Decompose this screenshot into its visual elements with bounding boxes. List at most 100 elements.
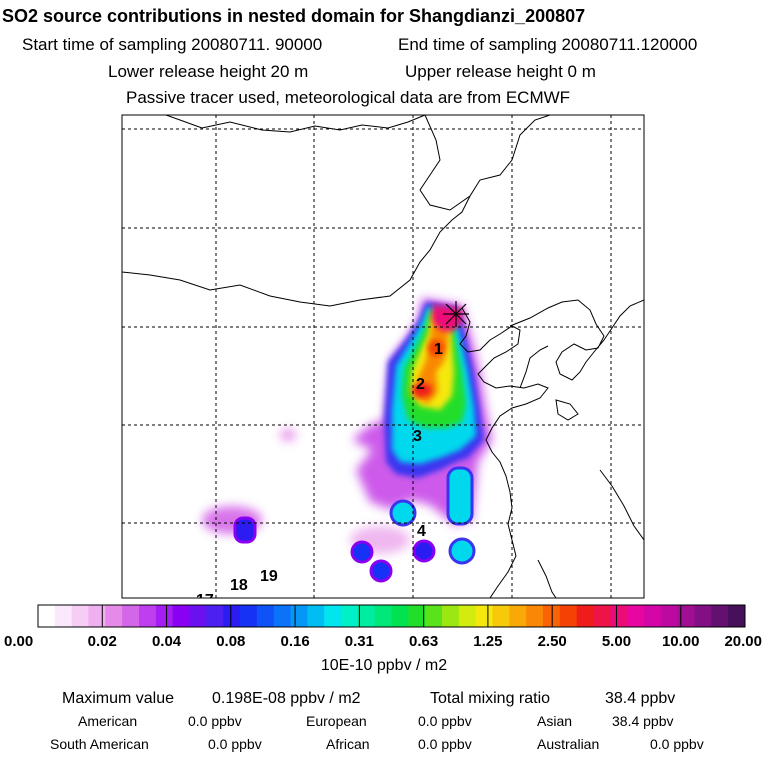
colorbar-swatch	[240, 605, 258, 627]
colorbar-swatch	[223, 605, 241, 627]
colorbar-swatch	[206, 605, 224, 627]
colorbar-tick-label: 0.63	[409, 633, 438, 650]
colorbar-ticks: 0.00 0.02 0.04 0.08 0.16 0.31 0.63 1.25 2.50 5.00…	[4, 605, 762, 650]
plume-orange	[414, 314, 448, 404]
colorbar-swatch	[71, 605, 89, 627]
tracer-note: Passive tracer used, meteorological data…	[126, 88, 570, 107]
colorbar-swatch	[559, 605, 578, 627]
region-asian-value: 38.4 ppbv	[612, 713, 674, 729]
colorbar-swatch	[189, 605, 207, 627]
colorbar-swatch	[492, 605, 510, 627]
colorbar-swatch	[425, 605, 443, 627]
plume-blob-a	[389, 499, 417, 527]
region-label: 1	[434, 341, 443, 358]
lower-release-text: Lower release height 20 m	[108, 62, 308, 81]
colorbar-swatch	[543, 605, 561, 627]
region-south-american-value: 0.0 ppbv	[208, 736, 262, 752]
start-time-text: Start time of sampling 20080711. 90000	[22, 35, 322, 54]
colorbar-swatch	[307, 605, 325, 627]
colorbar-swatch	[610, 605, 628, 627]
colorbar-swatch	[155, 605, 174, 627]
colorbar-unit: 10E-10 ppbv / m2	[321, 657, 447, 674]
colorbar-swatch	[576, 605, 594, 627]
colorbar-tick-label: 0.00	[4, 633, 33, 650]
region-american-name: American	[78, 713, 137, 729]
colorbar-swatch	[88, 605, 106, 627]
region-european-name: European	[306, 713, 367, 729]
region-label: 18	[230, 577, 248, 594]
colorbar-tick-label: 5.00	[602, 633, 631, 650]
region-label: 17	[196, 592, 214, 609]
region-south-american-name: South American	[50, 736, 149, 752]
colorbar-swatch	[593, 605, 611, 627]
map-background	[122, 115, 644, 598]
colorbar-swatch	[54, 605, 73, 627]
colorbar-swatch	[408, 605, 426, 627]
plume-west-blue	[233, 516, 257, 544]
colorbar-swatch	[290, 605, 308, 627]
colorbar-tick-label: 0.02	[88, 633, 117, 650]
colorbar-swatch	[728, 605, 746, 627]
colorbar-swatch	[627, 605, 645, 627]
colorbar-swatch	[660, 605, 679, 627]
colorbar-swatch	[139, 605, 157, 627]
plume-tongue	[446, 466, 474, 526]
max-value: 0.198E-08 ppbv / m2	[212, 690, 361, 707]
colorbar-tick-label: 0.31	[345, 633, 374, 650]
map-frame	[121, 114, 645, 599]
colorbar-tick-label: 20.00	[724, 633, 762, 650]
upper-release-text: Upper release height 0 m	[405, 62, 596, 81]
colorbar-swatch	[442, 605, 460, 627]
colorbar-tick-label: 10.00	[662, 633, 700, 650]
plume-blob-b	[448, 537, 476, 565]
max-value-label: Maximum value	[62, 690, 174, 707]
grid-lines	[122, 115, 644, 598]
colorbar-swatch	[458, 605, 477, 627]
colorbar-swatch	[172, 605, 190, 627]
plume-small-patch	[280, 429, 296, 441]
plume-blob-c	[412, 539, 436, 563]
plume-core	[432, 304, 462, 332]
region-american-value: 0.0 ppbv	[188, 713, 242, 729]
region-label: 3	[413, 428, 422, 445]
chart-title: SO2 source contributions in nested domai…	[2, 6, 585, 26]
region-australian-name: Australian	[537, 736, 599, 752]
colorbar-swatch	[475, 605, 493, 627]
colorbar-swatch	[374, 605, 392, 627]
colorbar-swatch	[526, 605, 544, 627]
plume-core-2	[412, 383, 432, 397]
region-african-name: African	[326, 736, 370, 752]
colorbar-swatch	[105, 605, 123, 627]
colorbar-swatch	[38, 605, 56, 627]
map-panel: 1 2 3 4 17 18 19	[121, 114, 645, 609]
region-label: 4	[417, 523, 426, 540]
plume-blob-pair	[350, 540, 393, 583]
colorbar-tick-label: 1.25	[473, 633, 502, 650]
region-label: 2	[416, 376, 425, 393]
region-european-value: 0.0 ppbv	[418, 713, 472, 729]
region-asian-name: Asian	[537, 713, 572, 729]
colorbar-swatch	[509, 605, 527, 627]
colorbar-swatch	[677, 605, 695, 627]
colorbar	[37, 604, 746, 628]
colorbar-tick-label: 2.50	[538, 633, 567, 650]
colorbar-swatch	[324, 605, 342, 627]
colorbar-swatch	[256, 605, 275, 627]
station-marker-star	[443, 301, 469, 327]
region-african-value: 0.0 ppbv	[418, 736, 472, 752]
colorbar-swatch	[391, 605, 409, 627]
region-label: 19	[260, 568, 278, 585]
colorbar-tick-label: 0.04	[152, 633, 182, 650]
region-australian-value: 0.0 ppbv	[650, 736, 704, 752]
colorbar-swatch	[711, 605, 729, 627]
colorbar-swatch	[694, 605, 712, 627]
colorbar-swatch	[273, 605, 291, 627]
colorbar-swatch	[644, 605, 662, 627]
total-mixing-value: 38.4 ppbv	[605, 690, 675, 707]
colorbar-swatch	[357, 605, 376, 627]
colorbar-swatch	[122, 605, 140, 627]
colorbar-swatch	[341, 605, 359, 627]
colorbar-tick-label: 0.16	[280, 633, 309, 650]
colorbar-tick-label: 0.08	[216, 633, 245, 650]
